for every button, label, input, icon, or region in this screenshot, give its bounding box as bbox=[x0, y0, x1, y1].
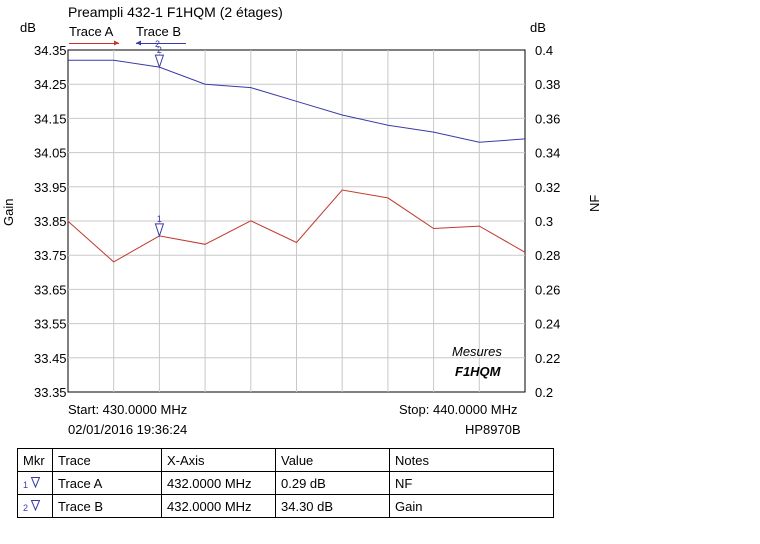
right-tick-label: 0.26 bbox=[535, 282, 560, 297]
legend-trace-a-swatch bbox=[69, 43, 119, 44]
right-tick-label: 0.32 bbox=[535, 180, 560, 195]
chart-title: Preampli 432-1 F1HQM (2 étages) bbox=[68, 4, 283, 20]
right-tick-label: 0.24 bbox=[535, 317, 560, 332]
col-trace: Trace bbox=[52, 448, 162, 472]
stop-frequency: Stop: 440.0000 MHz bbox=[399, 402, 518, 417]
timestamp: 02/01/2016 19:36:24 bbox=[68, 422, 188, 437]
right-tick-label: 0.3 bbox=[535, 214, 553, 229]
left-tick-label: 33.45 bbox=[34, 351, 67, 366]
table-row: 1 Trace A 432.0000 MHz 0.29 dB NF bbox=[17, 471, 554, 495]
annotation-callsign: F1HQM bbox=[455, 364, 501, 379]
notes-cell: Gain bbox=[389, 494, 554, 518]
marker-triangle-icon bbox=[31, 476, 41, 488]
legend-trace-b-marker-index: 2 bbox=[155, 39, 160, 49]
marker-table-header: Mkr Trace X-Axis Value Notes bbox=[17, 448, 554, 472]
marker-cell: 1 bbox=[17, 471, 53, 495]
left-tick-label: 34.25 bbox=[34, 77, 67, 92]
right-axis-unit: dB bbox=[530, 20, 546, 35]
legend-trace-b-swatch bbox=[136, 43, 186, 44]
right-tick-label: 0.36 bbox=[535, 111, 560, 126]
right-tick-label: 0.22 bbox=[535, 351, 560, 366]
left-tick-label: 33.95 bbox=[34, 180, 67, 195]
series-line-trace-b bbox=[68, 59, 526, 143]
right-tick-label: 0.4 bbox=[535, 43, 553, 58]
left-tick-label: 34.15 bbox=[34, 111, 67, 126]
trace-cell: Trace B bbox=[52, 494, 162, 518]
start-frequency: Start: 430.0000 MHz bbox=[68, 402, 188, 417]
left-tick-label: 33.85 bbox=[34, 214, 67, 229]
chart-plot: 34.35 0.4 34.25 0.38 34.15 0.36 34.05 0.34 33.95… bbox=[34, 39, 560, 400]
marker-index: 2 bbox=[23, 502, 29, 513]
x-axis-cell: 432.0000 MHz bbox=[161, 494, 276, 518]
series-line-trace-a bbox=[67, 189, 526, 263]
legend-trace-b-arrow-icon bbox=[136, 40, 141, 46]
col-mkr: Mkr bbox=[17, 448, 53, 472]
left-tick-label: 33.75 bbox=[34, 248, 67, 263]
marker-table: Mkr Trace X-Axis Value Notes 1 Trace A 4… bbox=[17, 448, 554, 518]
right-tick-label: 0.38 bbox=[535, 77, 560, 92]
instrument-name: HP8970B bbox=[465, 422, 521, 437]
notes-cell: NF bbox=[389, 471, 554, 495]
table-row: 2 Trace B 432.0000 MHz 34.30 dB Gain bbox=[17, 494, 554, 518]
left-tick-label: 34.05 bbox=[34, 146, 67, 161]
left-tick-label: 34.35 bbox=[34, 43, 67, 58]
marker-triangle-icon bbox=[154, 54, 165, 69]
col-value: Value bbox=[275, 448, 390, 472]
x-axis-cell: 432.0000 MHz bbox=[161, 471, 276, 495]
value-cell: 34.30 dB bbox=[275, 494, 390, 518]
annotation-mesures: Mesures bbox=[452, 344, 502, 359]
marker-label: 2 bbox=[157, 45, 162, 55]
marker-label: 1 bbox=[157, 214, 162, 224]
value-cell: 0.29 dB bbox=[275, 471, 390, 495]
left-tick-label: 33.65 bbox=[34, 282, 67, 297]
legend-trace-b: Trace B bbox=[136, 24, 182, 39]
right-tick-label: 0.2 bbox=[535, 385, 553, 400]
left-tick-label: 33.55 bbox=[34, 317, 67, 332]
trace-cell: Trace A bbox=[52, 471, 162, 495]
right-tick-label: 0.28 bbox=[535, 248, 560, 263]
left-axis-unit: dB bbox=[20, 20, 36, 35]
legend-trace-a-arrow-icon bbox=[114, 40, 119, 46]
right-tick-label: 0.34 bbox=[535, 146, 560, 161]
col-notes: Notes bbox=[389, 448, 554, 472]
left-tick-label: 33.35 bbox=[34, 385, 67, 400]
marker-triangle-icon bbox=[154, 223, 165, 238]
col-x-axis: X-Axis bbox=[161, 448, 276, 472]
marker-cell: 2 bbox=[17, 494, 53, 518]
marker-triangle-icon bbox=[31, 499, 41, 511]
marker-index: 1 bbox=[23, 479, 29, 490]
legend-trace-a: Trace A bbox=[69, 24, 114, 39]
